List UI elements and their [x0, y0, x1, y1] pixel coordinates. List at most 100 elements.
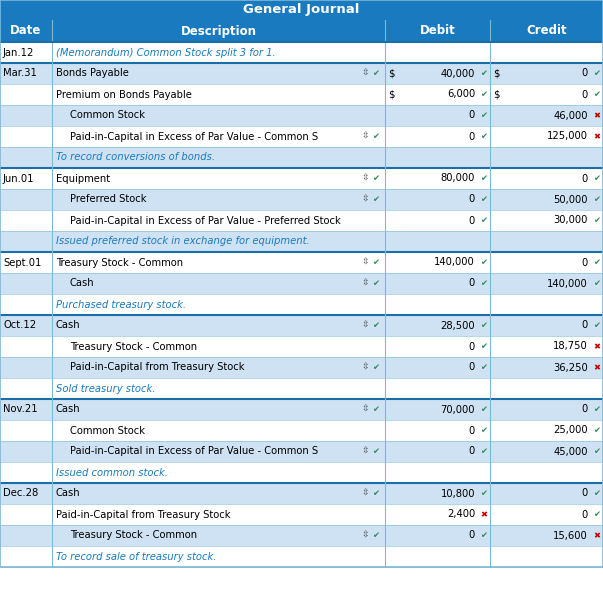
Bar: [0, 504, 603, 525]
Bar: [0, 483, 603, 504]
Bar: [0, 525, 603, 546]
Text: ✔: ✔: [593, 195, 601, 204]
Text: 140,000: 140,000: [434, 258, 475, 268]
Text: ✔: ✔: [481, 195, 487, 204]
Text: Purchased treasury stock.: Purchased treasury stock.: [56, 299, 186, 309]
Bar: [0, 0, 603, 20]
Bar: [0, 378, 603, 399]
Text: ✖: ✖: [593, 111, 601, 120]
Text: 0: 0: [582, 174, 588, 183]
Text: 30,000: 30,000: [554, 215, 588, 226]
Text: Nov.21: Nov.21: [3, 405, 37, 415]
Text: 0: 0: [582, 321, 588, 330]
Text: ✔: ✔: [593, 426, 601, 435]
Text: $: $: [388, 89, 394, 99]
Text: 0: 0: [582, 68, 588, 79]
Text: ✔: ✔: [481, 111, 487, 120]
Bar: [0, 189, 603, 210]
Text: 36,250: 36,250: [553, 362, 588, 372]
Text: ✖: ✖: [593, 342, 601, 351]
Text: 45,000: 45,000: [554, 446, 588, 456]
Text: General Journal: General Journal: [244, 4, 359, 17]
Text: Sold treasury stock.: Sold treasury stock.: [56, 384, 156, 393]
Text: 2,400: 2,400: [447, 509, 475, 519]
Text: ✔: ✔: [481, 531, 487, 540]
Text: ✔: ✔: [593, 279, 601, 288]
Text: ⇳: ⇳: [361, 132, 369, 141]
Bar: [0, 399, 603, 420]
Text: 80,000: 80,000: [441, 174, 475, 183]
Text: ⇳: ⇳: [361, 363, 369, 372]
Text: Jan.12: Jan.12: [3, 48, 34, 58]
Text: 0: 0: [469, 131, 475, 142]
Text: Debit: Debit: [420, 24, 455, 37]
Text: ⇳: ⇳: [361, 489, 369, 498]
Text: 0: 0: [469, 362, 475, 372]
Text: 10,800: 10,800: [441, 488, 475, 499]
Text: Premium on Bonds Payable: Premium on Bonds Payable: [56, 89, 192, 99]
Text: ✔: ✔: [373, 279, 379, 288]
Text: 6,000: 6,000: [447, 89, 475, 99]
Bar: [0, 126, 603, 147]
Text: Cash: Cash: [56, 405, 81, 415]
Text: ✔: ✔: [373, 195, 379, 204]
Text: $: $: [388, 68, 394, 79]
Text: ✔: ✔: [593, 510, 601, 519]
Text: ✔: ✔: [593, 405, 601, 414]
Text: ✔: ✔: [593, 69, 601, 78]
Text: ✔: ✔: [593, 258, 601, 267]
Text: ⇳: ⇳: [361, 405, 369, 414]
Text: Description: Description: [180, 24, 256, 37]
Text: Paid-in-Capital in Excess of Par Value - Preferred Stock: Paid-in-Capital in Excess of Par Value -…: [70, 215, 341, 226]
Text: ✔: ✔: [373, 531, 379, 540]
Bar: [0, 420, 603, 441]
Text: 0: 0: [582, 509, 588, 519]
Text: ✔: ✔: [373, 69, 379, 78]
Text: ✔: ✔: [481, 90, 487, 99]
Text: ⇳: ⇳: [361, 531, 369, 540]
Text: ✔: ✔: [593, 90, 601, 99]
Text: ✔: ✔: [481, 363, 487, 372]
Text: Paid-in-Capital in Excess of Par Value - Common S: Paid-in-Capital in Excess of Par Value -…: [70, 131, 318, 142]
Bar: [0, 210, 603, 231]
Text: ✔: ✔: [373, 489, 379, 498]
Bar: [0, 168, 603, 189]
Text: 0: 0: [582, 405, 588, 415]
Bar: [0, 252, 603, 273]
Text: 15,600: 15,600: [553, 531, 588, 540]
Text: ⇳: ⇳: [361, 195, 369, 204]
Text: Date: Date: [10, 24, 42, 37]
Text: Issued preferred stock in exchange for equipment.: Issued preferred stock in exchange for e…: [56, 236, 309, 246]
Text: Sept.01: Sept.01: [3, 258, 42, 268]
Text: 0: 0: [469, 195, 475, 205]
Text: ⇳: ⇳: [361, 447, 369, 456]
Bar: [0, 42, 603, 63]
Text: ✔: ✔: [481, 132, 487, 141]
Text: Paid-in-Capital in Excess of Par Value - Common S: Paid-in-Capital in Excess of Par Value -…: [70, 446, 318, 456]
Text: Common Stock: Common Stock: [70, 425, 145, 436]
Bar: [0, 546, 603, 567]
Text: Equipment: Equipment: [56, 174, 110, 183]
Text: ✖: ✖: [593, 531, 601, 540]
Text: Common Stock: Common Stock: [70, 111, 145, 121]
Text: ✔: ✔: [481, 69, 487, 78]
Bar: [0, 231, 603, 252]
Text: ✖: ✖: [481, 510, 487, 519]
Text: 0: 0: [469, 111, 475, 121]
Text: 125,000: 125,000: [547, 131, 588, 142]
Text: 0: 0: [469, 215, 475, 226]
Text: ✔: ✔: [481, 279, 487, 288]
Text: Cash: Cash: [56, 321, 81, 330]
Text: Paid-in-Capital from Treasury Stock: Paid-in-Capital from Treasury Stock: [70, 362, 244, 372]
Bar: [0, 294, 603, 315]
Text: 0: 0: [469, 425, 475, 436]
Text: (Memorandum) Common Stock split 3 for 1.: (Memorandum) Common Stock split 3 for 1.: [56, 48, 276, 58]
Text: Paid-in-Capital from Treasury Stock: Paid-in-Capital from Treasury Stock: [56, 509, 230, 519]
Bar: [0, 20, 603, 42]
Text: ✔: ✔: [373, 447, 379, 456]
Text: ✔: ✔: [481, 426, 487, 435]
Text: ✔: ✔: [373, 405, 379, 414]
Bar: [0, 357, 603, 378]
Text: ⇳: ⇳: [361, 69, 369, 78]
Text: 0: 0: [582, 89, 588, 99]
